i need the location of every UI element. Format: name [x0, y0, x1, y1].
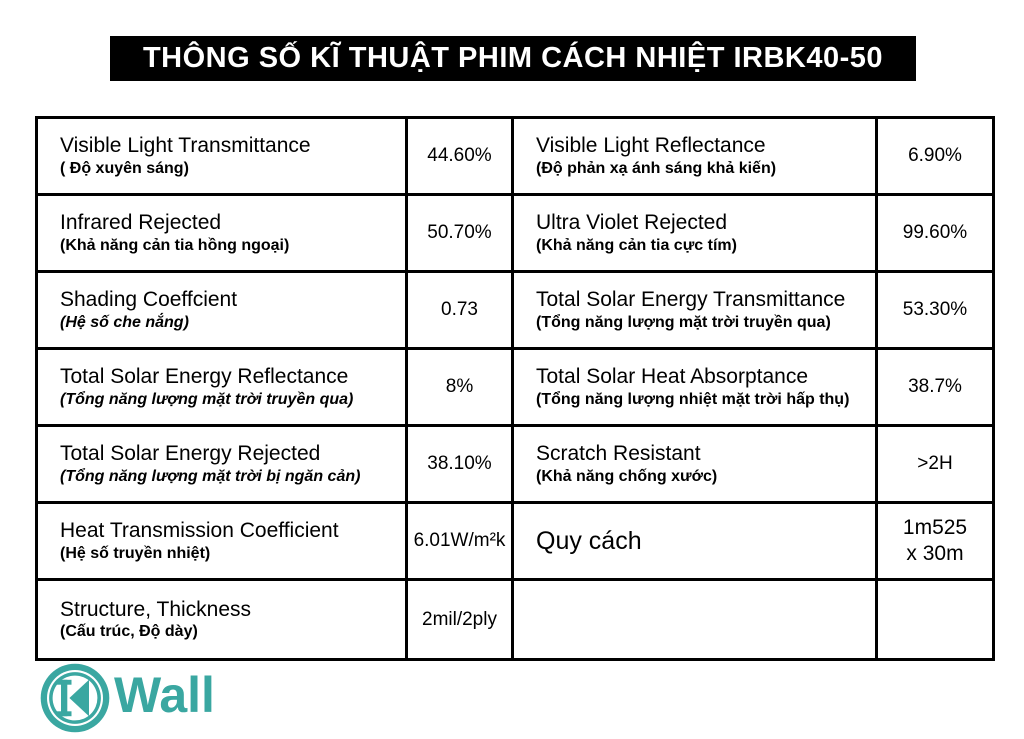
- spec-value: 0.73: [441, 299, 478, 321]
- spec-value: 38.7%: [908, 376, 962, 398]
- label-vi: (Tổng năng lượng mặt trời truyền qua): [536, 313, 831, 331]
- label-vi: (Hệ số truyền nhiệt): [60, 544, 211, 562]
- spec-value-cell-right: 6.90%: [878, 119, 992, 196]
- spec-value-cell-right: 1m525 x 30m: [878, 504, 992, 581]
- label-en: Ultra Violet Rejected: [536, 211, 728, 235]
- spec-label-cell-right: Scratch Resistant (Khả năng chống xước): [514, 427, 878, 504]
- label-vi: ( Độ xuyên sáng): [60, 159, 189, 177]
- label-en: Visible Light Reflectance: [536, 134, 766, 158]
- label-en: Total Solar Energy Transmittance: [536, 288, 846, 312]
- spec-value-cell-right: [878, 581, 992, 658]
- spec-value: 53.30%: [902, 299, 968, 321]
- spec-label-cell-left: Heat Transmission Coefficient (Hệ số truy…: [38, 504, 408, 581]
- title-banner: THÔNG SỐ KĨ THUẬT PHIM CÁCH NHIỆT IRBK40…: [110, 36, 916, 81]
- spec-table: Visible Light Transmittance( Độ xuyên sá…: [35, 116, 995, 661]
- label-vi: (Khả năng cản tia hồng ngoại): [60, 236, 290, 254]
- spec-value-cell-left: 50.70%: [408, 196, 514, 273]
- spec-label-cell-left: Structure, Thickness (Cấu trúc, Độ dày): [38, 581, 408, 658]
- spec-value: 38.10%: [427, 453, 492, 475]
- spec-value-cell-right: 38.7%: [878, 350, 992, 427]
- spec-value-cell-left: 6.01W/m²k: [408, 504, 514, 581]
- spec-label-cell-left: Total Solar Energy Rejected (Tổng năng lư…: [38, 427, 408, 504]
- spec-value: 2mil/2ply: [422, 608, 497, 630]
- spec-value-cell-left: 2mil/2ply: [408, 581, 514, 658]
- spec-value-cell-right: >2H: [878, 427, 992, 504]
- label-vi: (Hệ số che nắng): [60, 313, 189, 331]
- spec-label-cell-right: [514, 581, 878, 658]
- label-vi: (Khả năng cản tia cực tím): [536, 236, 737, 254]
- label-en: Visible Light Transmittance: [60, 134, 311, 158]
- label-vi: (Cấu trúc, Độ dày): [60, 623, 198, 641]
- spec-value: 6.90%: [908, 145, 962, 167]
- kwall-logo-icon: [40, 663, 110, 733]
- spec-value-cell-left: 44.60%: [408, 119, 514, 196]
- spec-value-cell-left: 0.73: [408, 273, 514, 350]
- label-en: Infrared Rejected: [60, 211, 222, 235]
- label-en: Quy cách: [536, 527, 642, 555]
- spec-value: 44.60%: [427, 145, 492, 167]
- label-vi: (Tổng năng lượng nhiệt mặt trời hấp thụ): [536, 390, 850, 408]
- spec-label-cell-right: Visible Light Reflectance (Độ phản xạ ánh…: [514, 119, 878, 196]
- spec-value-cell-right: 53.30%: [878, 273, 992, 350]
- spec-label-cell-left: Total Solar Energy Reflectance (Tổng năng…: [38, 350, 408, 427]
- label-en: Total Solar Energy Reflectance: [60, 365, 349, 389]
- spec-value-cell-left: 8%: [408, 350, 514, 427]
- brand-logo: Wall: [40, 663, 215, 733]
- spec-value: >2H: [917, 453, 953, 475]
- label-en: Shading Coeffcient: [60, 288, 238, 312]
- label-en: Heat Transmission Coefficient: [60, 519, 339, 543]
- page-title: THÔNG SỐ KĨ THUẬT PHIM CÁCH NHIỆT IRBK40…: [142, 42, 884, 74]
- label-vi: (Độ phản xạ ánh sáng khả kiến): [536, 159, 777, 177]
- spec-value-cell-left: 38.10%: [408, 427, 514, 504]
- spec-label-cell-right: Total Solar Heat Absorptance (Tổng năng l…: [514, 350, 878, 427]
- label-en: Scratch Resistant: [536, 442, 701, 466]
- spec-value: 8%: [445, 376, 474, 398]
- label-vi: (Khả năng chống xước): [536, 467, 718, 485]
- spec-value: 6.01W/m²k: [413, 530, 506, 552]
- spec-label-cell-right: Total Solar Energy Transmittance (Tổng nă…: [514, 273, 878, 350]
- kwall-logo-text: Wall: [114, 667, 215, 723]
- label-en: Structure, Thickness: [60, 597, 252, 621]
- spec-label-cell-right: Quy cách: [514, 504, 878, 581]
- spec-label-cell-right: Ultra Violet Rejected (Khả năng cản tia c…: [514, 196, 878, 273]
- spec-label-cell-left: Shading Coeffcient (Hệ số che nắng): [38, 273, 408, 350]
- label-vi: (Tổng năng lượng mặt trời bị ngăn cản): [60, 467, 361, 485]
- spec-label-cell-left: Visible Light Transmittance( Độ xuyên sá…: [38, 119, 408, 196]
- spec-label-cell-left: Infrared Rejected (Khả năng cản tia hồng …: [38, 196, 408, 273]
- spec-value: 99.60%: [902, 222, 968, 244]
- spec-value: 50.70%: [427, 222, 492, 244]
- label-vi: (Tổng năng lượng mặt trời truyền qua): [60, 390, 354, 408]
- spec-value: 1m525 x 30m: [902, 515, 968, 565]
- label-en: Total Solar Energy Rejected: [60, 442, 321, 466]
- label-en: Total Solar Heat Absorptance: [536, 365, 808, 389]
- spec-value-cell-right: 99.60%: [878, 196, 992, 273]
